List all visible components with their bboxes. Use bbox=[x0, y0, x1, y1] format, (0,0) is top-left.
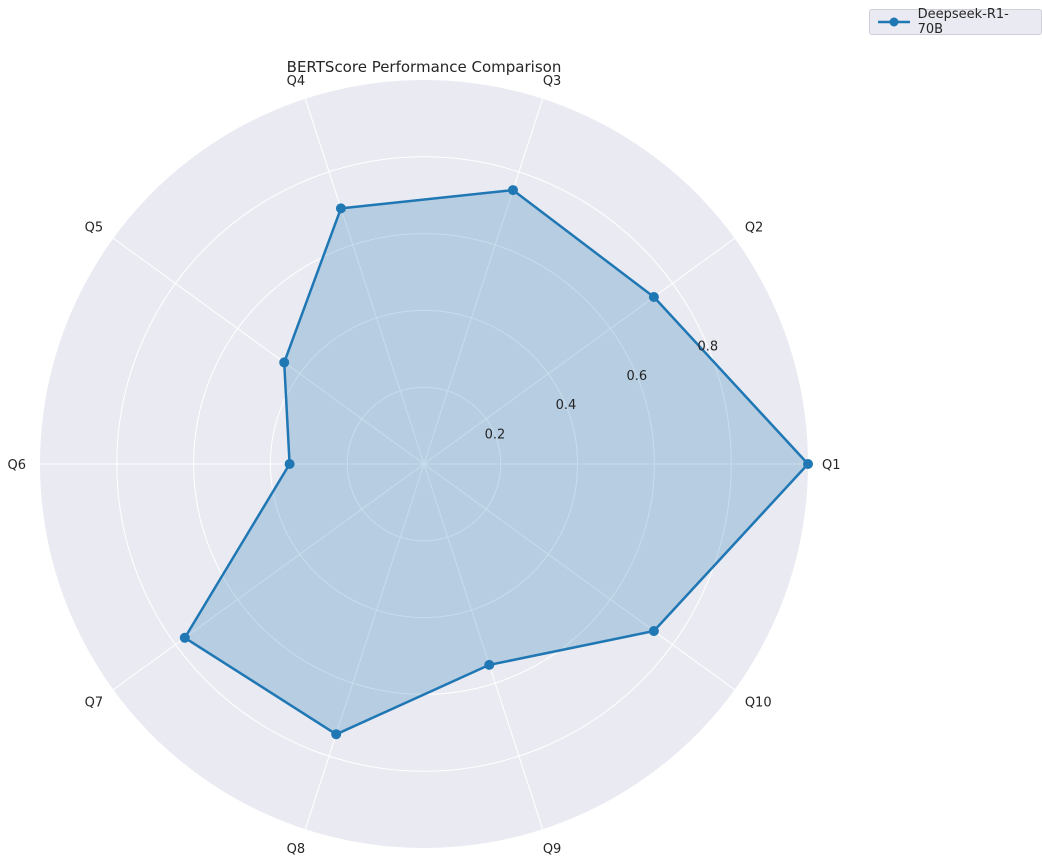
category-label-q9: Q9 bbox=[543, 842, 562, 857]
spoke-q10 bbox=[423, 463, 735, 691]
r-tick-label: 0.8 bbox=[697, 339, 718, 354]
category-label-q5: Q5 bbox=[85, 221, 104, 236]
category-label-q3: Q3 bbox=[543, 74, 562, 89]
spoke-q9 bbox=[423, 463, 544, 830]
data-point-q3 bbox=[507, 185, 518, 196]
category-label-q7: Q7 bbox=[85, 695, 104, 710]
category-label-q2: Q2 bbox=[745, 221, 764, 236]
data-point-q6 bbox=[284, 459, 295, 469]
data-point-q10 bbox=[648, 626, 659, 637]
category-label-q10: Q10 bbox=[745, 695, 772, 710]
legend: Deepseek-R1-70B bbox=[869, 7, 1042, 37]
data-point-q2 bbox=[648, 291, 659, 302]
data-point-q4 bbox=[335, 203, 346, 214]
spoke-q3 bbox=[423, 98, 544, 465]
category-label-q6: Q6 bbox=[7, 458, 26, 473]
category-label-q8: Q8 bbox=[287, 842, 306, 857]
data-marks bbox=[179, 185, 813, 740]
data-point-q8 bbox=[331, 729, 342, 740]
spoke-q7 bbox=[113, 463, 425, 691]
legend-marker bbox=[878, 17, 910, 27]
legend-label: Deepseek-R1-70B bbox=[917, 7, 1009, 37]
chart-title: BERTScore Performance Comparison bbox=[287, 58, 562, 76]
data-point-q7 bbox=[179, 632, 190, 643]
series-area bbox=[184, 190, 809, 735]
r-tick-label: 0.2 bbox=[485, 428, 506, 443]
r-tick-label: 0.6 bbox=[627, 369, 648, 384]
category-label-q4: Q4 bbox=[287, 74, 306, 89]
spoke-q8 bbox=[304, 463, 425, 830]
data-point-q5 bbox=[279, 357, 290, 368]
category-label-q1: Q1 bbox=[822, 458, 841, 473]
r-tick-label: 0.4 bbox=[556, 398, 577, 413]
data-point-q9 bbox=[484, 659, 495, 670]
data-point-q1 bbox=[803, 459, 813, 469]
spoke-q4 bbox=[304, 98, 425, 465]
spoke-q5 bbox=[113, 237, 425, 465]
spoke-q2 bbox=[423, 237, 735, 465]
axis-labels: 0.2 0.4 0.6 0.8 Q1 Q2 Q3 Q4 Q5 Q6 Q7 Q8 Q9 Q10 bbox=[7, 74, 840, 857]
